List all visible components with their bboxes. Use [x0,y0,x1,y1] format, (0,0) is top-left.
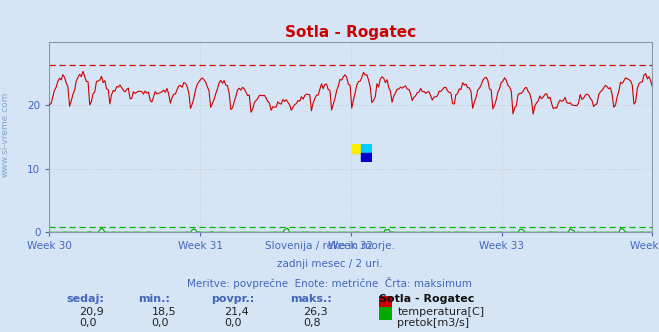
Text: 20,9: 20,9 [79,307,104,317]
Title: Sotla - Rogatec: Sotla - Rogatec [285,25,416,40]
Text: 21,4: 21,4 [224,307,249,317]
Text: 26,3: 26,3 [303,307,328,317]
Text: 0,0: 0,0 [152,318,169,328]
Text: 18,5: 18,5 [152,307,176,317]
Text: 0,8: 0,8 [303,318,321,328]
Text: sedaj:: sedaj: [66,294,103,304]
Bar [361,153,372,162]
Bar [351,144,361,153]
Text: maks.:: maks.: [290,294,331,304]
Text: 0,0: 0,0 [224,318,242,328]
Text: Sotla - Rogatec: Sotla - Rogatec [379,294,474,304]
Text: Meritve: povprečne  Enote: metrične  Črta: maksimum: Meritve: povprečne Enote: metrične Črta:… [187,277,472,289]
Text: temperatura[C]: temperatura[C] [397,307,484,317]
Bar [361,144,372,153]
Text: 0,0: 0,0 [79,318,97,328]
Text: zadnji mesec / 2 uri.: zadnji mesec / 2 uri. [277,259,382,269]
Text: www.si-vreme.com: www.si-vreme.com [1,92,10,177]
Text: povpr.:: povpr.: [211,294,254,304]
Text: min.:: min.: [138,294,170,304]
Text: Slovenija / reke in morje.: Slovenija / reke in morje. [264,241,395,251]
Text: pretok[m3/s]: pretok[m3/s] [397,318,469,328]
